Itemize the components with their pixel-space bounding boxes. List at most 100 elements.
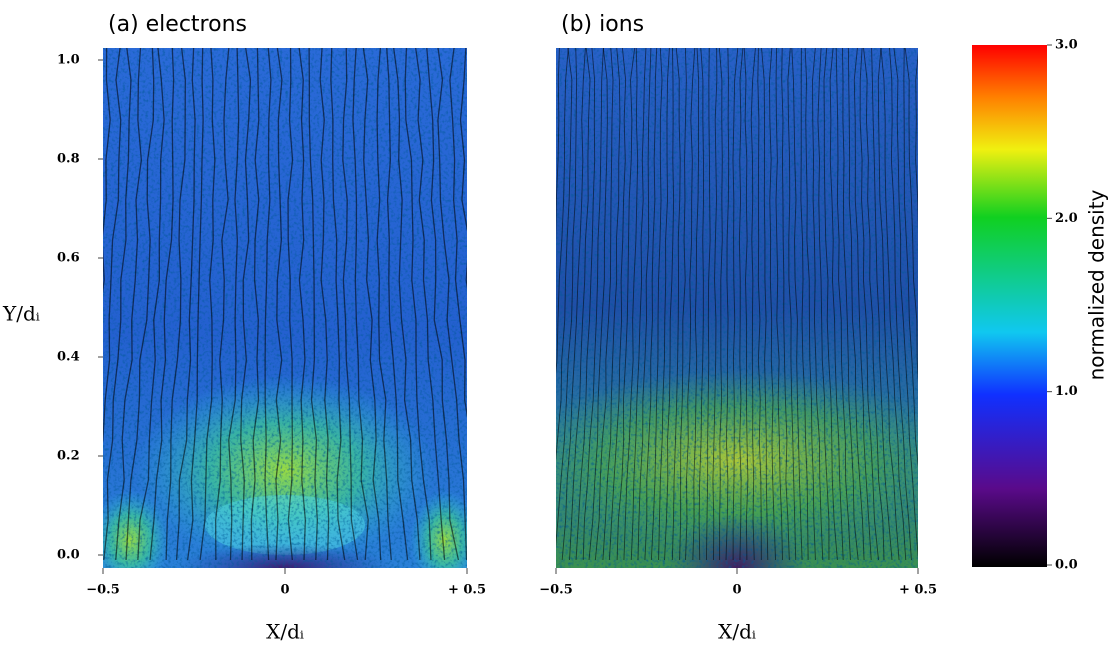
streamline xyxy=(630,48,647,561)
streamline xyxy=(362,48,382,561)
x-axis-label: X/dᵢ xyxy=(718,620,756,644)
streamline xyxy=(761,48,769,561)
streamline xyxy=(342,48,359,561)
streamline xyxy=(608,48,627,561)
streamline xyxy=(835,48,851,561)
streamline xyxy=(275,48,283,561)
streamline xyxy=(264,48,272,561)
x-axis-label: X/dᵢ xyxy=(266,620,304,644)
streamline xyxy=(250,48,260,561)
streamline xyxy=(698,48,704,561)
streamline xyxy=(650,48,663,561)
streamline xyxy=(671,48,681,561)
colorbar-tick-label: 0.0 xyxy=(1055,558,1078,573)
streamline xyxy=(175,48,196,561)
streamline xyxy=(376,48,392,561)
streamline xyxy=(725,48,730,561)
streamline xyxy=(658,48,670,561)
streamline xyxy=(149,48,175,561)
streamline xyxy=(240,48,252,561)
streamline xyxy=(791,48,803,561)
streamline xyxy=(757,48,762,561)
streamline xyxy=(880,48,907,561)
y-tick-label: 0.8 xyxy=(57,152,80,167)
y-tick-label: 1.0 xyxy=(57,53,80,68)
streamline xyxy=(214,48,230,561)
streamline xyxy=(393,48,421,561)
streamline xyxy=(787,48,797,561)
streamline xyxy=(804,48,816,561)
streamline xyxy=(298,48,306,561)
streamline xyxy=(556,48,578,548)
streamline xyxy=(575,48,596,561)
streamline xyxy=(692,48,700,561)
streamline xyxy=(812,48,824,561)
streamline xyxy=(738,48,744,561)
streamline xyxy=(437,48,467,561)
streamline xyxy=(750,48,756,561)
streamline xyxy=(103,48,122,444)
streamline xyxy=(137,48,165,561)
streamline xyxy=(781,48,790,561)
streamline xyxy=(386,48,409,561)
y-tick-label: 0.0 xyxy=(57,548,80,563)
streamline xyxy=(415,48,446,561)
streamline xyxy=(616,48,636,561)
streamline xyxy=(319,48,330,561)
streamline xyxy=(732,48,739,561)
streamline xyxy=(915,51,918,231)
streamline xyxy=(889,48,912,561)
colorbar-tick-label: 3.0 xyxy=(1055,38,1078,53)
x-tick-label: −0.5 xyxy=(86,583,120,598)
streamline xyxy=(404,48,432,561)
streamline xyxy=(637,48,652,561)
streamline xyxy=(853,48,872,561)
streamline xyxy=(287,48,294,561)
x-tick-label: 0 xyxy=(732,583,741,598)
streamline xyxy=(775,48,783,561)
streamline xyxy=(352,48,369,561)
colorbar-tick-label: 1.0 xyxy=(1055,384,1078,399)
streamline xyxy=(712,48,718,561)
colorbar-tick-label: 2.0 xyxy=(1055,211,1078,226)
streamline xyxy=(664,48,675,561)
streamline xyxy=(679,48,687,561)
streamline xyxy=(903,48,918,468)
streamline xyxy=(165,48,186,561)
streamline xyxy=(199,48,216,561)
x-tick-label: 0 xyxy=(280,583,289,598)
streamline xyxy=(556,48,569,375)
streamline xyxy=(893,48,918,560)
streamline xyxy=(330,48,346,561)
streamline xyxy=(877,48,900,561)
streamline xyxy=(569,48,591,561)
x-tick-label: −0.5 xyxy=(539,583,573,598)
x-tick-label: + 0.5 xyxy=(448,583,486,598)
y-tick-label: 0.2 xyxy=(57,449,80,464)
streamline xyxy=(561,48,586,561)
streamline xyxy=(769,48,776,561)
streamline xyxy=(556,48,560,242)
streamline xyxy=(602,48,621,561)
streamline xyxy=(863,48,885,561)
streamline xyxy=(125,48,155,561)
streamline xyxy=(426,48,460,561)
colorbar-label: normalized density xyxy=(1085,189,1109,380)
streamline xyxy=(841,48,859,561)
streamline xyxy=(308,48,318,561)
y-axis-label: Y/dᵢ xyxy=(2,302,40,326)
streamline xyxy=(623,48,639,561)
streamline xyxy=(459,48,467,290)
heatmap-image xyxy=(556,48,918,568)
panel-title: (a) electrons xyxy=(108,12,247,37)
streamline xyxy=(186,48,204,561)
panel-title: (b) ions xyxy=(561,12,644,37)
streamline xyxy=(103,48,111,294)
streamline xyxy=(847,48,865,561)
streamline xyxy=(705,48,711,561)
streamline xyxy=(859,48,879,561)
streamline xyxy=(228,48,240,561)
streamline xyxy=(743,48,749,561)
streamline xyxy=(871,48,893,561)
